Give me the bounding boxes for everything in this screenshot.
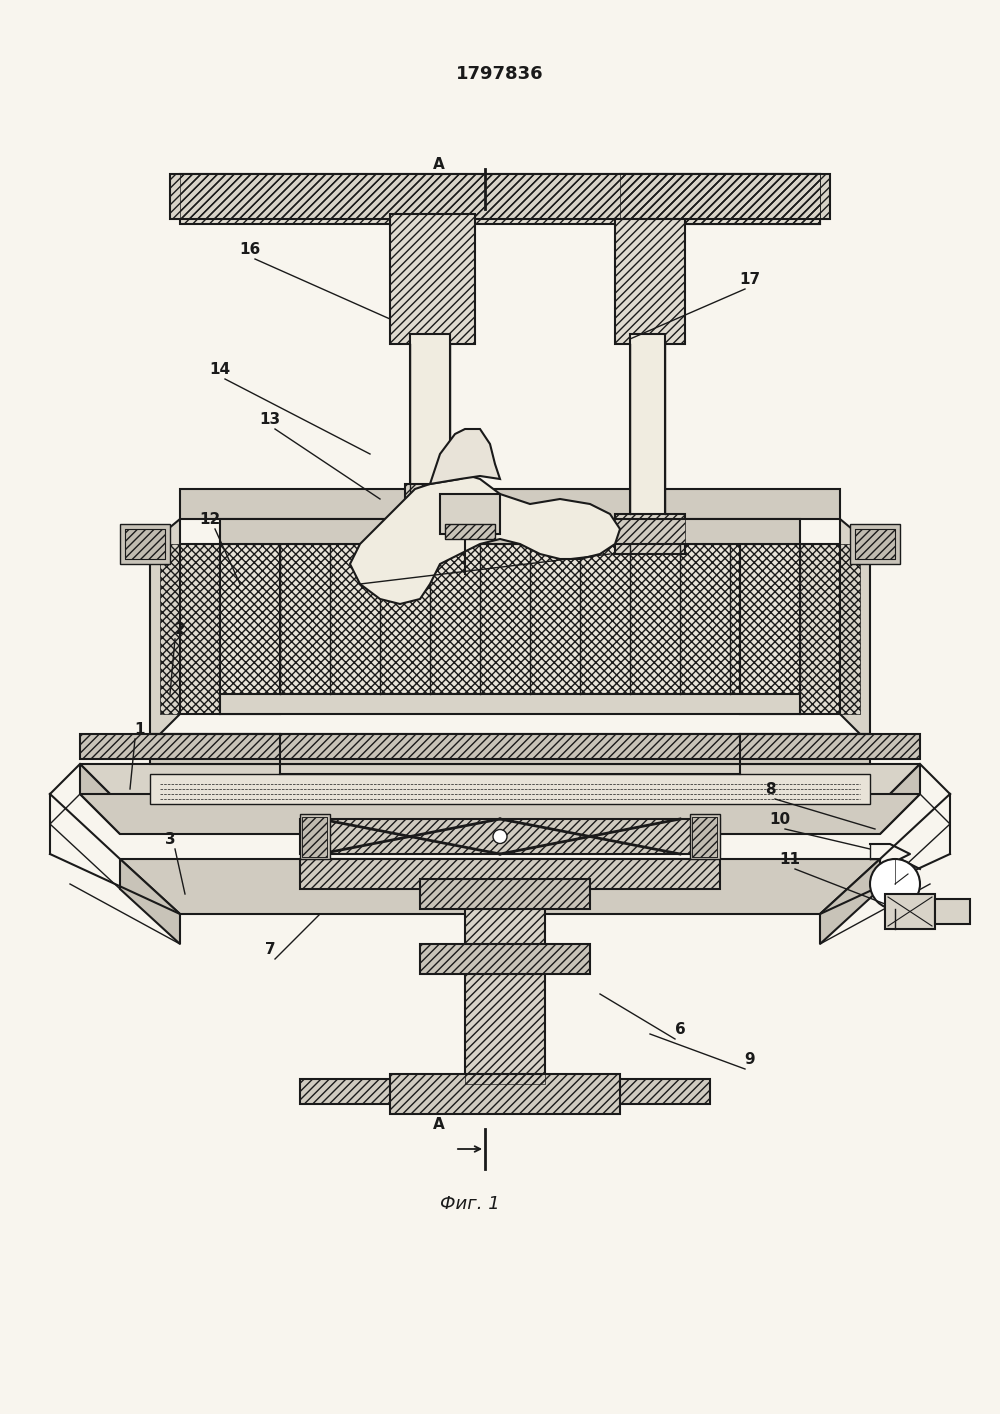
Bar <box>850 525 900 564</box>
Bar <box>740 544 800 714</box>
Bar <box>220 544 280 714</box>
Bar <box>170 174 830 219</box>
Bar <box>800 544 860 714</box>
Bar <box>160 544 220 714</box>
Polygon shape <box>150 519 180 744</box>
Bar <box>220 694 800 714</box>
Bar <box>80 734 920 759</box>
Text: 7: 7 <box>265 942 275 957</box>
Bar <box>300 819 720 854</box>
Text: 9: 9 <box>745 1052 755 1068</box>
Bar <box>445 525 495 539</box>
Bar <box>180 174 820 223</box>
Polygon shape <box>880 764 920 834</box>
Bar <box>302 817 327 857</box>
Bar <box>120 525 170 564</box>
Polygon shape <box>350 477 620 604</box>
Bar <box>615 515 685 554</box>
Polygon shape <box>840 519 870 744</box>
Text: 1: 1 <box>135 723 145 737</box>
Bar <box>410 334 450 503</box>
Text: 2: 2 <box>175 622 185 636</box>
Text: A: A <box>433 157 445 173</box>
Bar <box>180 174 820 223</box>
Bar <box>302 817 327 857</box>
Bar <box>300 1079 400 1104</box>
Bar <box>280 544 740 694</box>
Text: 14: 14 <box>209 362 231 378</box>
Bar <box>610 1079 710 1104</box>
Text: 6: 6 <box>675 1022 685 1036</box>
Polygon shape <box>80 795 920 834</box>
Bar <box>855 529 895 559</box>
Bar <box>390 214 475 344</box>
Bar <box>300 814 330 858</box>
Bar <box>855 529 895 559</box>
Bar <box>610 1079 710 1104</box>
Bar <box>125 529 165 559</box>
Bar <box>405 484 470 519</box>
Bar <box>300 819 720 854</box>
Bar <box>692 817 717 857</box>
Bar <box>125 529 165 559</box>
Text: 11: 11 <box>780 853 800 867</box>
Bar <box>220 544 280 714</box>
Text: 10: 10 <box>769 812 791 827</box>
Bar <box>420 945 590 974</box>
Bar <box>180 489 840 519</box>
Bar <box>615 515 685 554</box>
Bar <box>740 544 800 714</box>
Bar <box>300 1079 400 1104</box>
Bar <box>170 174 830 219</box>
Bar <box>445 525 495 539</box>
Bar <box>620 174 820 223</box>
Bar <box>220 519 800 544</box>
Bar <box>160 544 220 714</box>
Text: Фиг. 1: Фиг. 1 <box>440 1195 500 1213</box>
Polygon shape <box>120 858 880 913</box>
Bar <box>620 174 820 223</box>
Bar <box>300 858 720 889</box>
Polygon shape <box>80 764 120 834</box>
Bar <box>420 880 590 909</box>
Bar <box>300 858 720 889</box>
Polygon shape <box>430 428 500 484</box>
Bar <box>390 1075 620 1114</box>
Bar <box>390 214 475 344</box>
Bar <box>465 884 545 1085</box>
Bar <box>692 817 717 857</box>
Bar <box>420 880 590 909</box>
Text: 3: 3 <box>165 831 175 847</box>
Bar <box>690 814 720 858</box>
Text: 13: 13 <box>259 411 281 427</box>
Bar <box>420 945 590 974</box>
Bar <box>390 1075 620 1114</box>
Bar <box>615 219 685 344</box>
Text: 16: 16 <box>239 242 261 257</box>
Bar <box>800 544 860 714</box>
Text: 12: 12 <box>199 512 221 527</box>
Text: 8: 8 <box>765 782 775 797</box>
Text: 17: 17 <box>739 271 761 287</box>
Bar <box>885 894 935 929</box>
Bar <box>280 544 740 694</box>
Bar <box>465 884 545 1085</box>
Bar <box>615 219 685 344</box>
Polygon shape <box>80 764 920 805</box>
Circle shape <box>870 858 920 909</box>
Bar <box>935 899 970 923</box>
Bar <box>150 734 870 764</box>
Bar <box>405 484 470 519</box>
Text: 1797836: 1797836 <box>456 65 544 83</box>
Polygon shape <box>120 858 180 945</box>
Bar <box>630 334 665 519</box>
Bar <box>80 734 920 759</box>
Circle shape <box>493 830 507 844</box>
Text: A: A <box>433 1117 445 1133</box>
Polygon shape <box>820 858 880 945</box>
Bar <box>150 773 870 805</box>
Bar <box>440 493 500 534</box>
